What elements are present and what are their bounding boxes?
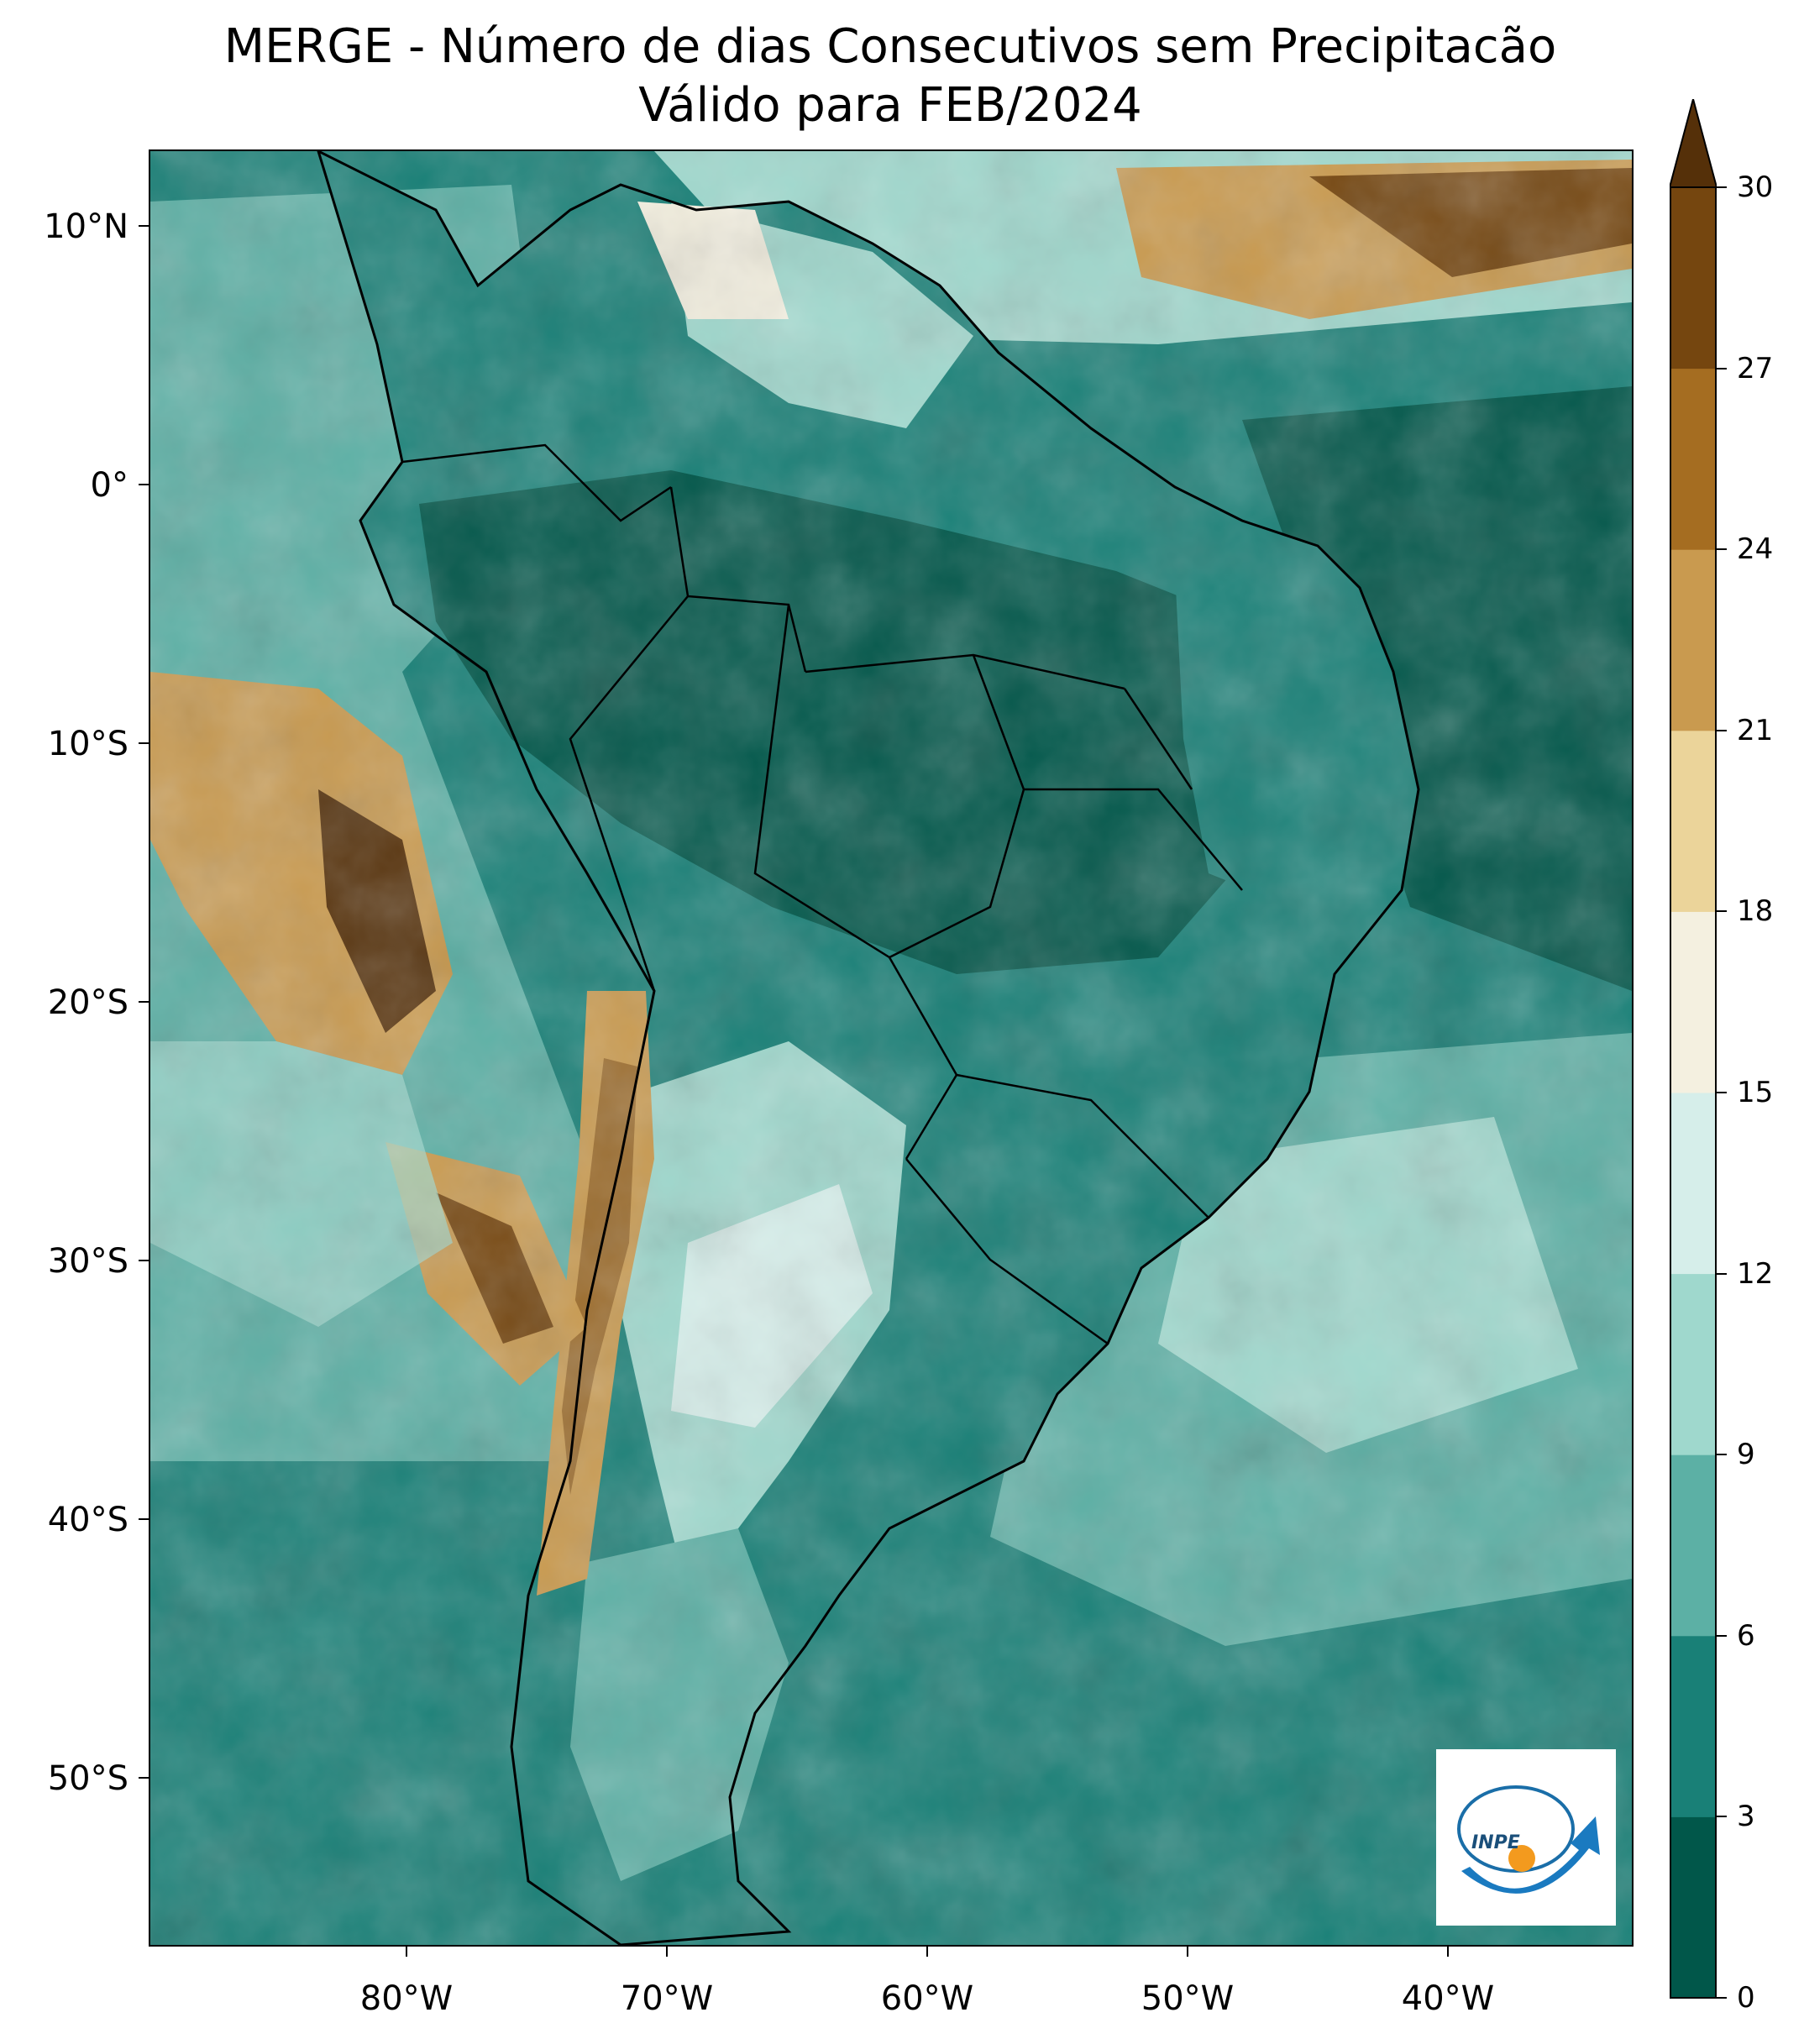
- colorbar-tick: [1717, 1092, 1727, 1093]
- colorbar-tick-label: 12: [1737, 1256, 1774, 1291]
- colorbar-tick: [1717, 1272, 1727, 1275]
- lon-label: 60°W: [880, 1979, 974, 2018]
- colorbar-band: [1670, 1816, 1716, 1999]
- colorbar-tick-label: 24: [1737, 532, 1774, 567]
- colorbar-tick: [1717, 729, 1727, 731]
- colorbar-band: [1670, 1635, 1716, 1817]
- rainfall-texture: [150, 151, 1632, 1945]
- colorbar-tick: [1717, 548, 1727, 551]
- map-subtitle: Válido para FEB/2024: [638, 78, 1142, 133]
- lat-tick: [139, 1777, 149, 1779]
- inpe-logo-mark: INPE: [1457, 1785, 1600, 1894]
- lat-tick: [139, 1260, 149, 1261]
- colorbar-tick: [1717, 367, 1727, 369]
- colorbar-tick-label: 6: [1737, 1618, 1755, 1653]
- lat-tick: [139, 484, 149, 485]
- lon-tick: [406, 1947, 407, 1957]
- colorbar-band: [1670, 549, 1716, 731]
- colorbar-tick: [1717, 1816, 1727, 1818]
- country-borders: [401, 443, 1243, 1345]
- precipitation-map: [150, 151, 1632, 1945]
- colorbar-outline: [1670, 186, 1717, 1999]
- lat-label: 0°: [90, 466, 128, 505]
- lat-tick: [139, 1518, 149, 1520]
- lon-label: 80°W: [359, 1979, 454, 2018]
- inpe-logo: INPE: [1436, 1749, 1616, 1926]
- lon-tick: [666, 1947, 668, 1957]
- colorbar-tick-label: 3: [1737, 1800, 1755, 1834]
- colorbar-band: [1670, 1273, 1716, 1455]
- colorbar-tick: [1717, 1997, 1727, 1999]
- lon-label: 50°W: [1141, 1979, 1235, 2018]
- colorbar-tick-label: 18: [1737, 894, 1774, 929]
- lon-tick: [1187, 1947, 1188, 1957]
- lon-tick: [926, 1947, 928, 1957]
- colorbar-tick-label: 0: [1737, 1981, 1755, 2015]
- colorbar-tick-label: 21: [1737, 713, 1774, 747]
- colorbar-tick-label: 27: [1737, 351, 1774, 385]
- lat-tick: [139, 742, 149, 744]
- lat-label: 10°S: [47, 725, 128, 763]
- colorbar-band: [1670, 1093, 1716, 1275]
- colorbar-tick: [1717, 1634, 1727, 1637]
- colorbar: [1670, 99, 1717, 1999]
- colorbar-band: [1670, 368, 1716, 550]
- lat-label: 10°N: [44, 207, 128, 246]
- colorbar-tick-label: 15: [1737, 1076, 1774, 1109]
- colorbar-tick: [1717, 186, 1727, 188]
- lon-label: 70°W: [620, 1979, 714, 2018]
- colorbar-extend-arrow: [1670, 99, 1717, 188]
- colorbar-tick-label: 9: [1737, 1438, 1755, 1472]
- colorbar-tick: [1717, 910, 1727, 913]
- map-title: MERGE - Número de dias Consecutivos sem …: [223, 19, 1557, 74]
- colorbar-band: [1670, 730, 1716, 912]
- colorbar-band: [1670, 1454, 1716, 1637]
- lat-label: 50°S: [47, 1759, 128, 1798]
- lat-label: 40°S: [47, 1501, 128, 1539]
- lat-label: 20°S: [47, 983, 128, 1022]
- coastline: [317, 151, 1420, 1945]
- map-panel: [149, 149, 1634, 1947]
- inpe-logo-text: INPE: [1471, 1832, 1520, 1853]
- lon-label: 40°W: [1401, 1979, 1495, 2018]
- colorbar-band: [1670, 187, 1716, 369]
- lon-tick: [1447, 1947, 1449, 1957]
- lat-label: 30°S: [47, 1242, 128, 1281]
- colorbar-tick: [1717, 1454, 1727, 1456]
- colorbar-band: [1670, 911, 1716, 1093]
- lat-tick: [139, 225, 149, 227]
- colorbar-tick-label: 30: [1737, 170, 1774, 204]
- lat-tick: [139, 1001, 149, 1003]
